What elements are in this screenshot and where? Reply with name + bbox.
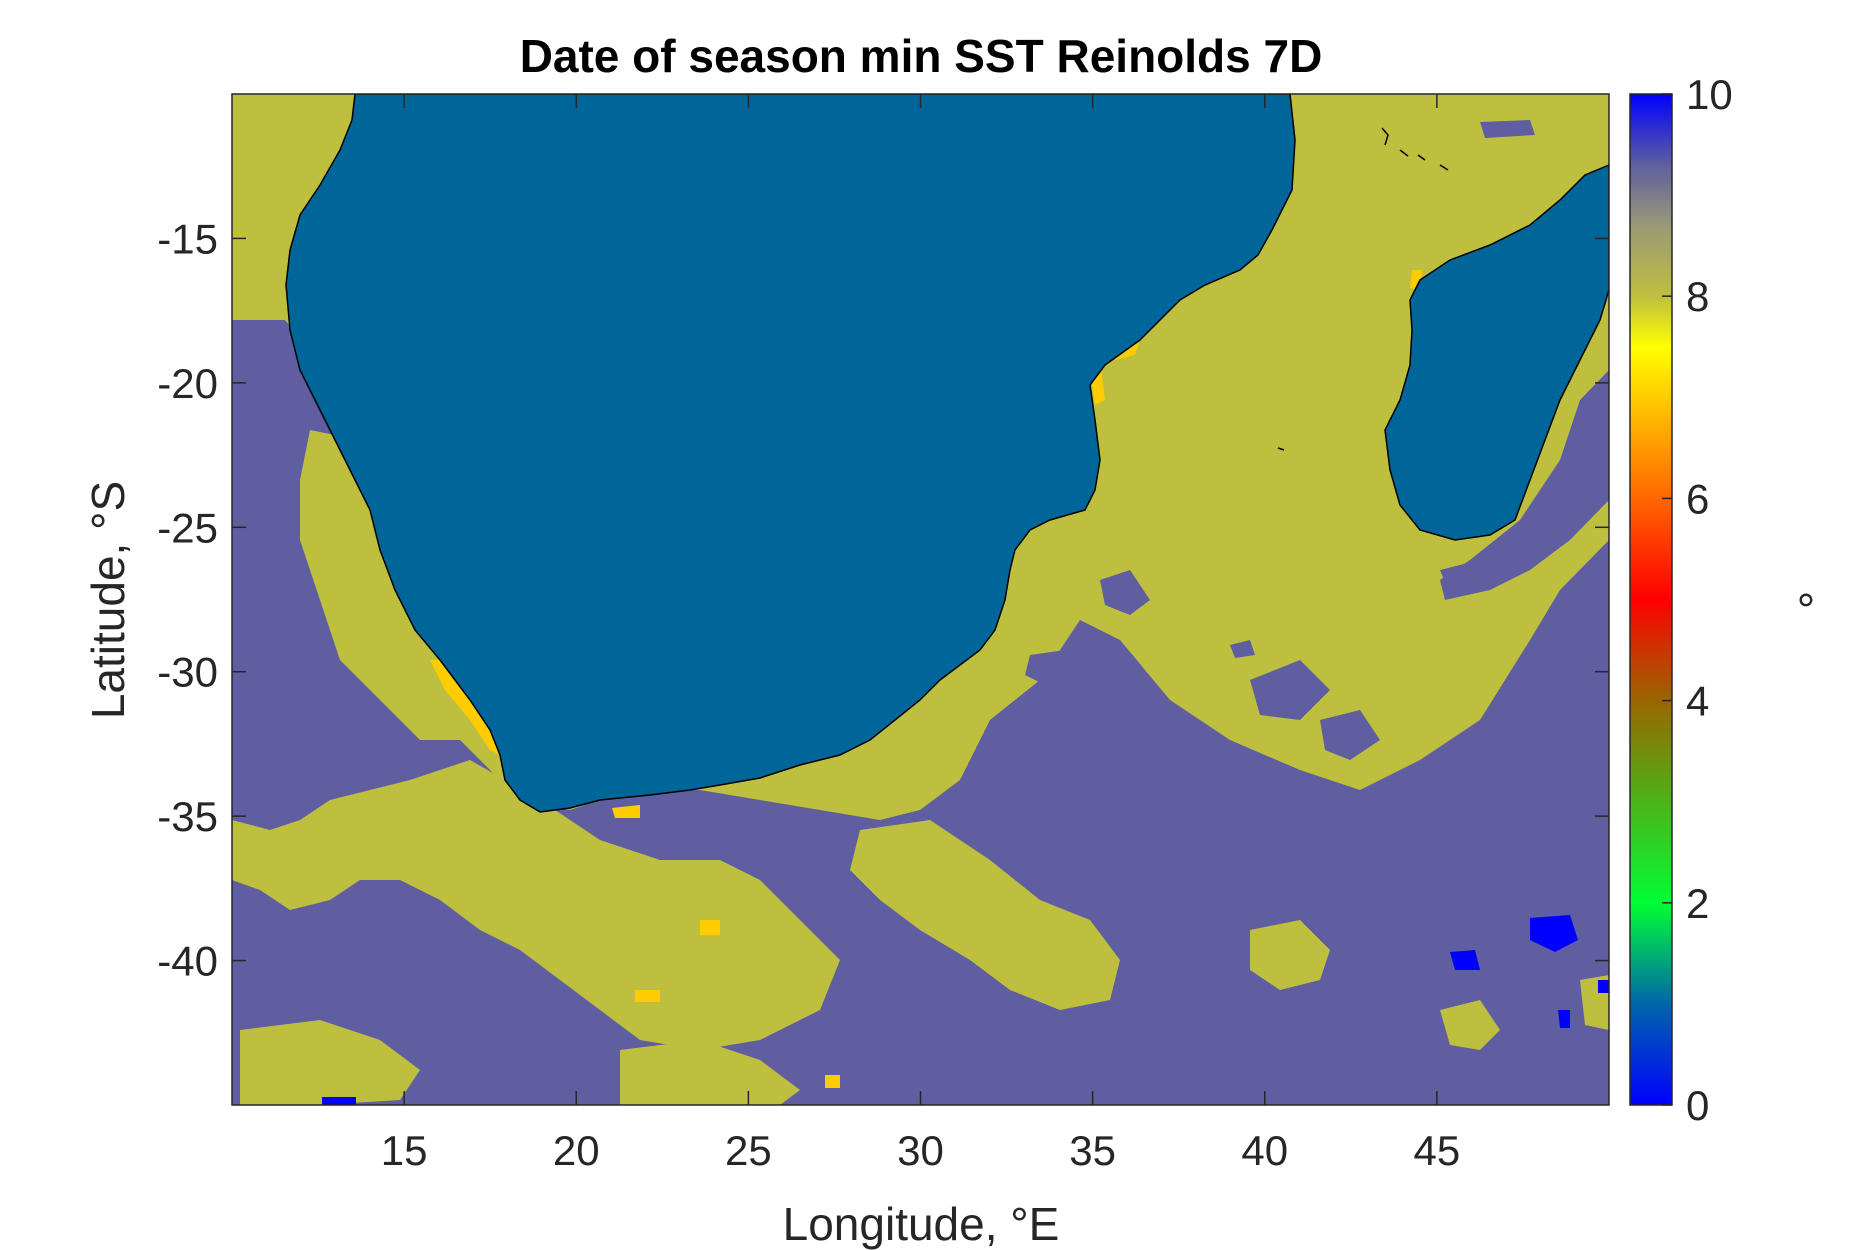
x-axis: 15 20 25 30 35 40 45 xyxy=(381,94,1460,1174)
chart-title: Date of season min SST Reinolds 7D xyxy=(520,30,1323,82)
patch-cape-plume xyxy=(232,760,840,1050)
x-tick-label: 25 xyxy=(725,1127,772,1174)
patch-bottom-right xyxy=(1440,1000,1500,1050)
x-tick-label: 40 xyxy=(1241,1127,1288,1174)
island-low-1 xyxy=(1100,570,1150,615)
zero-cell-3 xyxy=(1558,1010,1570,1028)
x-tick-labels: 15 20 25 30 35 40 45 xyxy=(381,1127,1460,1174)
y-tick-labels: -15 -20 -25 -30 -35 -40 xyxy=(157,215,218,984)
x-axis-label: Longitude, °E xyxy=(783,1198,1060,1250)
peak-agulhas xyxy=(612,805,640,818)
patch-agulhas-return xyxy=(850,820,1120,1010)
colorbar-tick-label: 6 xyxy=(1686,475,1709,522)
colorbar-tick-label: 4 xyxy=(1686,678,1709,725)
colorbar-bar xyxy=(1629,93,1673,1106)
madagascar-landmass xyxy=(1384,164,1609,541)
peak-small-2 xyxy=(635,990,660,1002)
peak-small-3 xyxy=(825,1075,840,1088)
colorbar-tick-label: 2 xyxy=(1686,880,1709,927)
zero-cell-5 xyxy=(322,1097,356,1105)
colorbar: 0 2 4 6 8 10 ° xyxy=(1629,71,1822,1129)
island-low-2 xyxy=(1025,650,1075,685)
patch-bottom-mid xyxy=(620,1040,800,1105)
comoros-islands xyxy=(1381,127,1449,171)
island-low-6 xyxy=(1480,120,1535,138)
colorbar-tick-label: 0 xyxy=(1686,1082,1709,1129)
island-low-3 xyxy=(1250,660,1330,720)
x-tick-label: 45 xyxy=(1414,1127,1461,1174)
y-tick-label: -35 xyxy=(157,793,218,840)
y-tick-label: -25 xyxy=(157,504,218,551)
zero-cell-2 xyxy=(1450,950,1480,970)
x-tick-label: 20 xyxy=(553,1127,600,1174)
map-area xyxy=(232,94,1609,1105)
zero-cell-4 xyxy=(1598,980,1609,993)
y-tick-marks xyxy=(232,237,1609,962)
small-islands xyxy=(1277,127,1449,451)
y-axis: -15 -20 -25 -30 -35 -40 xyxy=(157,215,1609,985)
x-tick-marks xyxy=(403,94,1438,1105)
colorbar-tick-labels: 0 2 4 6 8 10 xyxy=(1686,71,1733,1129)
colorbar-tick-label: 10 xyxy=(1686,71,1733,118)
y-tick-label: -40 xyxy=(157,938,218,985)
y-tick-label: -30 xyxy=(157,649,218,696)
africa-landmass xyxy=(285,94,1296,813)
low-value-islands xyxy=(1025,120,1535,760)
colorbar-label: ° xyxy=(1770,591,1822,609)
island-low-4 xyxy=(1320,710,1380,760)
y-tick-label: -20 xyxy=(157,360,218,407)
island-low-5 xyxy=(1230,640,1255,658)
colorbar-tick-label: 8 xyxy=(1686,273,1709,320)
high-value-patches xyxy=(232,430,1609,1105)
patch-bottom-left xyxy=(240,1020,420,1105)
y-tick-label: -15 xyxy=(157,215,218,262)
y-axis-label: Latitude, °S xyxy=(82,481,134,719)
region-upper-atlantic xyxy=(232,320,300,360)
zero-cell-1 xyxy=(1530,915,1578,952)
x-tick-label: 35 xyxy=(1069,1127,1116,1174)
island-low-7 xyxy=(1440,560,1490,595)
x-tick-label: 30 xyxy=(897,1127,944,1174)
colorbar-tick-marks xyxy=(1662,93,1672,1106)
patch-south-east xyxy=(1250,920,1330,990)
zero-value-cells xyxy=(322,915,1609,1105)
bassas-islet xyxy=(1277,447,1285,451)
peak-small-1 xyxy=(700,920,720,935)
x-tick-label: 15 xyxy=(381,1127,428,1174)
